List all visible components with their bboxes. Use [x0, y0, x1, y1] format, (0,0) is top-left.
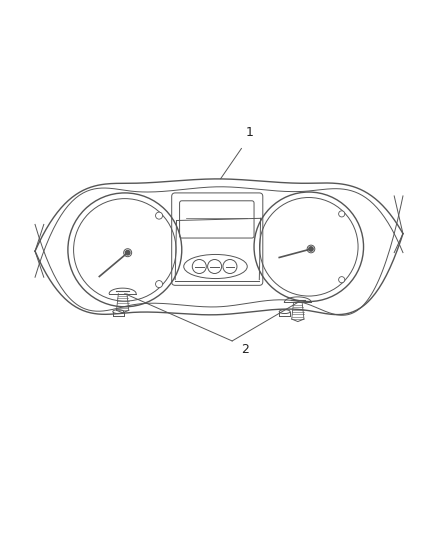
Circle shape: [208, 260, 222, 273]
Circle shape: [309, 247, 313, 251]
Text: 2: 2: [241, 343, 249, 356]
Circle shape: [155, 212, 162, 219]
Circle shape: [339, 211, 345, 217]
Circle shape: [192, 260, 206, 273]
Circle shape: [155, 280, 162, 288]
Circle shape: [125, 251, 130, 255]
Text: 1: 1: [245, 126, 253, 140]
Circle shape: [223, 260, 237, 273]
Circle shape: [339, 277, 345, 283]
